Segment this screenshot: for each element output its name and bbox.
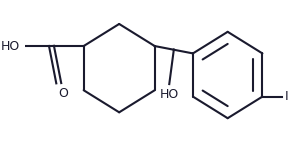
Text: O: O [58, 87, 68, 100]
Text: HO: HO [1, 40, 20, 53]
Text: I: I [285, 90, 289, 103]
Text: HO: HO [160, 88, 179, 101]
